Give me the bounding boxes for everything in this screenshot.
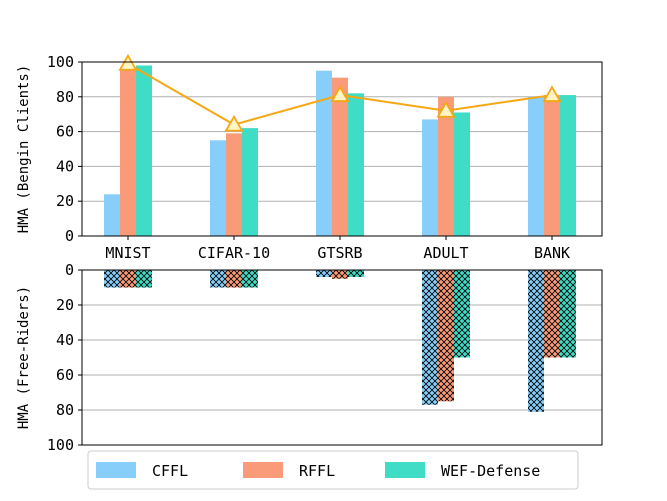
- legend-swatch-cffl: [96, 462, 136, 478]
- top-y-tick-label: 60: [56, 123, 74, 141]
- bar-bottom-cffl-mnist-hatch: [104, 270, 120, 288]
- bar-top-wef-defense-bank: [560, 95, 576, 236]
- bar-top-rffl-gtsrb: [332, 77, 348, 236]
- bar-top-wef-defense-gtsrb: [348, 93, 364, 236]
- bottom-y-tick-label: 80: [56, 401, 74, 419]
- top-panel-frame: [81, 61, 603, 237]
- legend-label-wef-defense: WEF-Defense: [441, 462, 540, 480]
- bar-top-cffl-gtsrb: [316, 70, 332, 236]
- top-y-tick-label: 40: [56, 157, 74, 175]
- top-panel-y-ticks: 0 20 40 60 80 100: [47, 53, 82, 245]
- bar-bottom-rffl-bank-hatch: [544, 270, 560, 358]
- x-tick-label-gtsrb: GTSRB: [317, 244, 362, 262]
- top-panel-x-ticks: MNIST CIFAR-10 GTSRB ADULT BANK: [105, 236, 570, 262]
- bottom-panel-frame: [81, 269, 603, 446]
- line-marker-adult: [436, 100, 456, 118]
- top-y-tick-label: 20: [56, 192, 74, 210]
- bottom-panel-grid: [82, 269, 602, 446]
- line-marker-cifar-10: [224, 114, 244, 132]
- top-panel-line: [118, 53, 562, 132]
- bar-bottom-cffl-bank-hatch: [528, 270, 544, 412]
- top-y-tick-label: 0: [65, 227, 74, 245]
- legend-box: [87, 450, 579, 490]
- bottom-y-tick-label: 20: [56, 296, 74, 314]
- bar-top-wef-defense-mnist: [136, 65, 152, 236]
- bar-bottom-rffl-mnist-hatch: [120, 270, 136, 288]
- bottom-panel-bars: [104, 270, 576, 412]
- legend: CFFL RFFL WEF-Defense: [87, 450, 579, 490]
- top-y-tick-label: 80: [56, 88, 74, 106]
- bottom-panel-y-axis-label: HMA (Free-Riders): [16, 286, 32, 429]
- line-marker-mnist: [118, 53, 138, 71]
- bar-top-cffl-cifar-10: [210, 140, 226, 236]
- bar-bottom-rffl-gtsrb-hatch: [332, 270, 348, 279]
- line-marker-bank: [542, 85, 562, 102]
- bar-top-rffl-adult: [438, 96, 454, 236]
- bar-top-rffl-cifar-10: [226, 133, 242, 236]
- bar-bottom-rffl-cifar-10-hatch: [226, 270, 242, 288]
- top-y-tick-label: 100: [47, 53, 74, 71]
- legend-label-cffl: CFFL: [152, 462, 188, 480]
- bar-top-cffl-adult: [422, 119, 438, 236]
- bar-top-cffl-mnist: [104, 194, 120, 236]
- bar-top-rffl-bank: [544, 95, 560, 236]
- bar-top-wef-defense-cifar-10: [242, 128, 258, 236]
- bar-bottom-wef-defense-cifar-10-hatch: [242, 270, 258, 288]
- legend-label-rffl: RFFL: [299, 462, 335, 480]
- line-marker-gtsrb: [330, 85, 350, 102]
- bar-top-rffl-mnist: [120, 67, 136, 236]
- bar-bottom-wef-defense-mnist-hatch: [136, 270, 152, 288]
- bottom-y-tick-label: 100: [47, 436, 74, 454]
- bar-bottom-wef-defense-gtsrb-hatch: [348, 270, 364, 277]
- top-panel-bars: [104, 65, 576, 236]
- bar-bottom-cffl-gtsrb-hatch: [316, 270, 332, 277]
- bottom-y-tick-label: 40: [56, 331, 74, 349]
- bar-bottom-rffl-adult-hatch: [438, 270, 454, 402]
- bottom-panel-y-ticks: 0 20 40 60 80 100: [47, 261, 82, 454]
- bar-bottom-cffl-cifar-10-hatch: [210, 270, 226, 288]
- bar-bottom-wef-defense-bank-hatch: [560, 270, 576, 358]
- legend-swatch-wef-defense: [385, 462, 425, 478]
- bottom-y-tick-label: 60: [56, 366, 74, 384]
- x-tick-label-adult: ADULT: [423, 244, 468, 262]
- x-tick-label-mnist: MNIST: [105, 244, 150, 262]
- x-tick-label-cifar-10: CIFAR-10: [198, 244, 270, 262]
- x-tick-label-bank: BANK: [534, 244, 570, 262]
- bar-top-cffl-bank: [528, 96, 544, 236]
- bottom-y-tick-label: 0: [65, 261, 74, 279]
- top-panel-y-axis-label: HMA (Bengin Clients): [16, 65, 32, 234]
- bar-top-wef-defense-adult: [454, 112, 470, 236]
- bar-bottom-cffl-adult-hatch: [422, 270, 438, 405]
- bar-bottom-wef-defense-adult-hatch: [454, 270, 470, 358]
- legend-swatch-rffl: [243, 462, 283, 478]
